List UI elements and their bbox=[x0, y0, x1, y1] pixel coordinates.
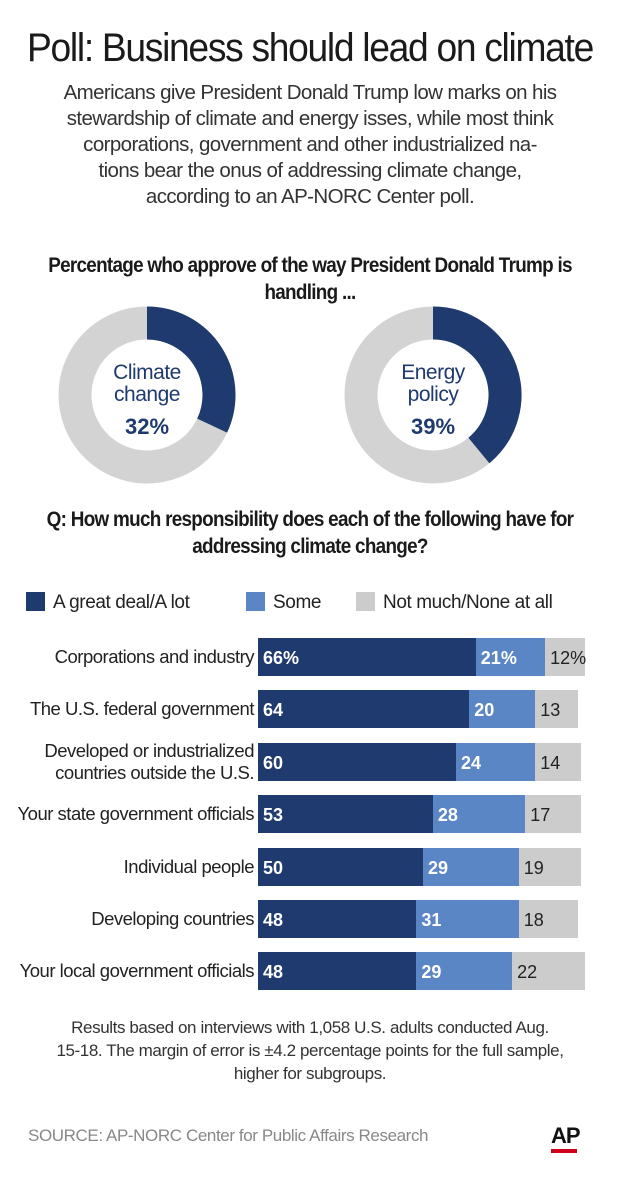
bar-row: Developed or industrialized countries out… bbox=[0, 740, 620, 783]
bar-chart-title-line: addressing climate change? bbox=[192, 535, 428, 558]
legend-label: Some bbox=[273, 592, 322, 613]
donut-chart-title-line: Percentage who approve of the way Presid… bbox=[48, 254, 572, 277]
footnote-line: higher for subgroups. bbox=[233, 1064, 387, 1083]
bar-segment-not-much: 17 bbox=[525, 795, 582, 833]
bar-segment-some: 21% bbox=[475, 638, 546, 676]
bar-segment-some: 24 bbox=[456, 743, 536, 781]
bar-category-label: The U.S. federal government bbox=[29, 690, 255, 728]
intro-line: corporations, government and other indus… bbox=[83, 133, 537, 156]
bar-segment-not-much: 14 bbox=[535, 743, 582, 781]
donut-chart-title-line: handling ... bbox=[264, 281, 356, 304]
bar-chart-title-line: Q: How much responsibility does each of … bbox=[46, 508, 574, 531]
bar-chart-title: Q: How much responsibility does each of … bbox=[40, 506, 580, 560]
bar-category-label-line: Corporations and industry bbox=[54, 646, 255, 667]
legend-swatch bbox=[26, 592, 45, 611]
bar-category-label-line: Your local government officials bbox=[19, 960, 255, 981]
donut-arc bbox=[146, 306, 236, 433]
donut-value: 32% bbox=[124, 414, 170, 439]
bar-segment-not-much: 19 bbox=[518, 848, 582, 886]
legend-label: A great deal/A lot bbox=[53, 592, 190, 613]
bar-row: Developing countries 48 31 18 bbox=[0, 900, 620, 938]
bar-category-label-line: Your state government officials bbox=[17, 803, 255, 824]
donut-climate-change: Climate change 32% bbox=[58, 306, 236, 484]
bar-segment-not-much: 18 bbox=[518, 900, 579, 938]
bar-category-label-line: Developing countries bbox=[91, 908, 254, 929]
donut-label-line: change bbox=[114, 383, 180, 406]
intro-line: Americans give President Donald Trump lo… bbox=[63, 81, 557, 104]
bar-category-label-line: Developed or industrialized bbox=[44, 740, 254, 761]
legend-swatch bbox=[356, 592, 375, 611]
bar-row: The U.S. federal government 64 20 13 bbox=[0, 690, 620, 728]
footnote-line: Results based on interviews with 1,058 U… bbox=[71, 1018, 549, 1037]
stacked-bar-chart: Corporations and industry 66% 21% 12% The U.… bbox=[0, 638, 620, 990]
bar-category-label-line: The U.S. federal government bbox=[29, 698, 255, 719]
bar-category-label-line: countries outside the U.S. bbox=[55, 762, 254, 783]
bar-segment-not-much: 22 bbox=[512, 952, 585, 990]
bar-category-label: Individual people bbox=[123, 848, 255, 886]
bar-category-label-text: Your state government officials bbox=[17, 803, 255, 825]
donut-value: 39% bbox=[410, 414, 456, 439]
intro-line: according to an AP-NORC Center poll. bbox=[145, 185, 475, 208]
bar-category-label: Corporations and industry bbox=[54, 638, 255, 676]
bar-category-label-text: Corporations and industry bbox=[54, 646, 255, 668]
legend-swatch bbox=[246, 592, 265, 611]
bar-category-label: Your local government officials bbox=[19, 952, 255, 990]
bar-segment-some: 20 bbox=[469, 690, 536, 728]
donut-label-line: Energy bbox=[401, 361, 465, 384]
bar-segment-great-deal: 66% bbox=[258, 638, 476, 676]
legend-label: Not much/None at all bbox=[383, 592, 553, 613]
bar-segment-some: 29 bbox=[423, 848, 519, 886]
bar-segment-great-deal: 48 bbox=[258, 900, 417, 938]
donut-arc bbox=[432, 306, 522, 464]
bar-category-label-line: Individual people bbox=[123, 856, 255, 877]
donut-label: Energy policy bbox=[344, 362, 522, 406]
bar-row: Corporations and industry 66% 21% 12% bbox=[0, 638, 620, 676]
ap-logo-text: AP bbox=[551, 1123, 581, 1148]
donut-label-line: policy bbox=[407, 383, 459, 406]
bar-row: Your state government officials 53 28 17 bbox=[0, 795, 620, 833]
legend: A great deal/A lot Some Not much/None at… bbox=[26, 590, 606, 616]
bar-category-label-text: Your local government officials bbox=[19, 960, 255, 982]
intro-line: stewardship of climate and energy isses,… bbox=[66, 107, 554, 130]
bar-segment-some: 29 bbox=[416, 952, 513, 990]
intro-line: tions bear the onus of addressing climat… bbox=[98, 159, 522, 182]
bar-segment-great-deal: 48 bbox=[258, 952, 417, 990]
donut-svg bbox=[344, 306, 522, 484]
source-credit: SOURCE: AP-NORC Center for Public Affair… bbox=[28, 1126, 429, 1145]
ap-logo: AP bbox=[551, 1124, 587, 1154]
donut-energy-policy: Energy policy 39% bbox=[344, 306, 522, 484]
bar-row: Individual people 50 29 19 bbox=[0, 848, 620, 886]
donut-svg bbox=[58, 306, 236, 484]
legend-item-great-deal: A great deal/A lot bbox=[26, 590, 190, 616]
ap-logo-bar bbox=[551, 1149, 577, 1153]
bar-segment-not-much: 13 bbox=[535, 690, 579, 728]
donut-chart-title: Percentage who approve of the way Presid… bbox=[40, 252, 580, 306]
bar-category-label: Your state government officials bbox=[17, 795, 255, 833]
headline: Poll: Business should lead on climate bbox=[27, 26, 594, 70]
bar-segment-some: 31 bbox=[416, 900, 519, 938]
legend-item-not-much: Not much/None at all bbox=[356, 590, 553, 616]
bar-segment-great-deal: 64 bbox=[258, 690, 470, 728]
bar-row: Your local government officials 48 29 22 bbox=[0, 952, 620, 990]
legend-item-some: Some bbox=[246, 590, 321, 616]
bar-segment-not-much: 12% bbox=[545, 638, 586, 676]
bar-category-label-text: Developed or industrialized countries out… bbox=[44, 740, 254, 784]
bar-category-label-text: Developing countries bbox=[91, 908, 254, 930]
bar-segment-great-deal: 50 bbox=[258, 848, 423, 886]
footnote: Results based on interviews with 1,058 U… bbox=[20, 1016, 600, 1085]
bar-category-label: Developed or industrialized countries out… bbox=[44, 733, 254, 791]
intro-text: Americans give President Donald Trump lo… bbox=[20, 80, 600, 210]
donut-label-line: Climate bbox=[113, 361, 181, 384]
bar-segment-great-deal: 60 bbox=[258, 743, 456, 781]
bar-segment-some: 28 bbox=[432, 795, 526, 833]
footnote-line: 15-18. The margin of error is ±4.2 perce… bbox=[56, 1041, 564, 1060]
bar-category-label-text: The U.S. federal government bbox=[29, 698, 255, 720]
donut-label: Climate change bbox=[58, 362, 236, 406]
bar-category-label-text: Individual people bbox=[123, 856, 255, 878]
bar-segment-great-deal: 53 bbox=[258, 795, 433, 833]
bar-category-label: Developing countries bbox=[91, 900, 254, 938]
